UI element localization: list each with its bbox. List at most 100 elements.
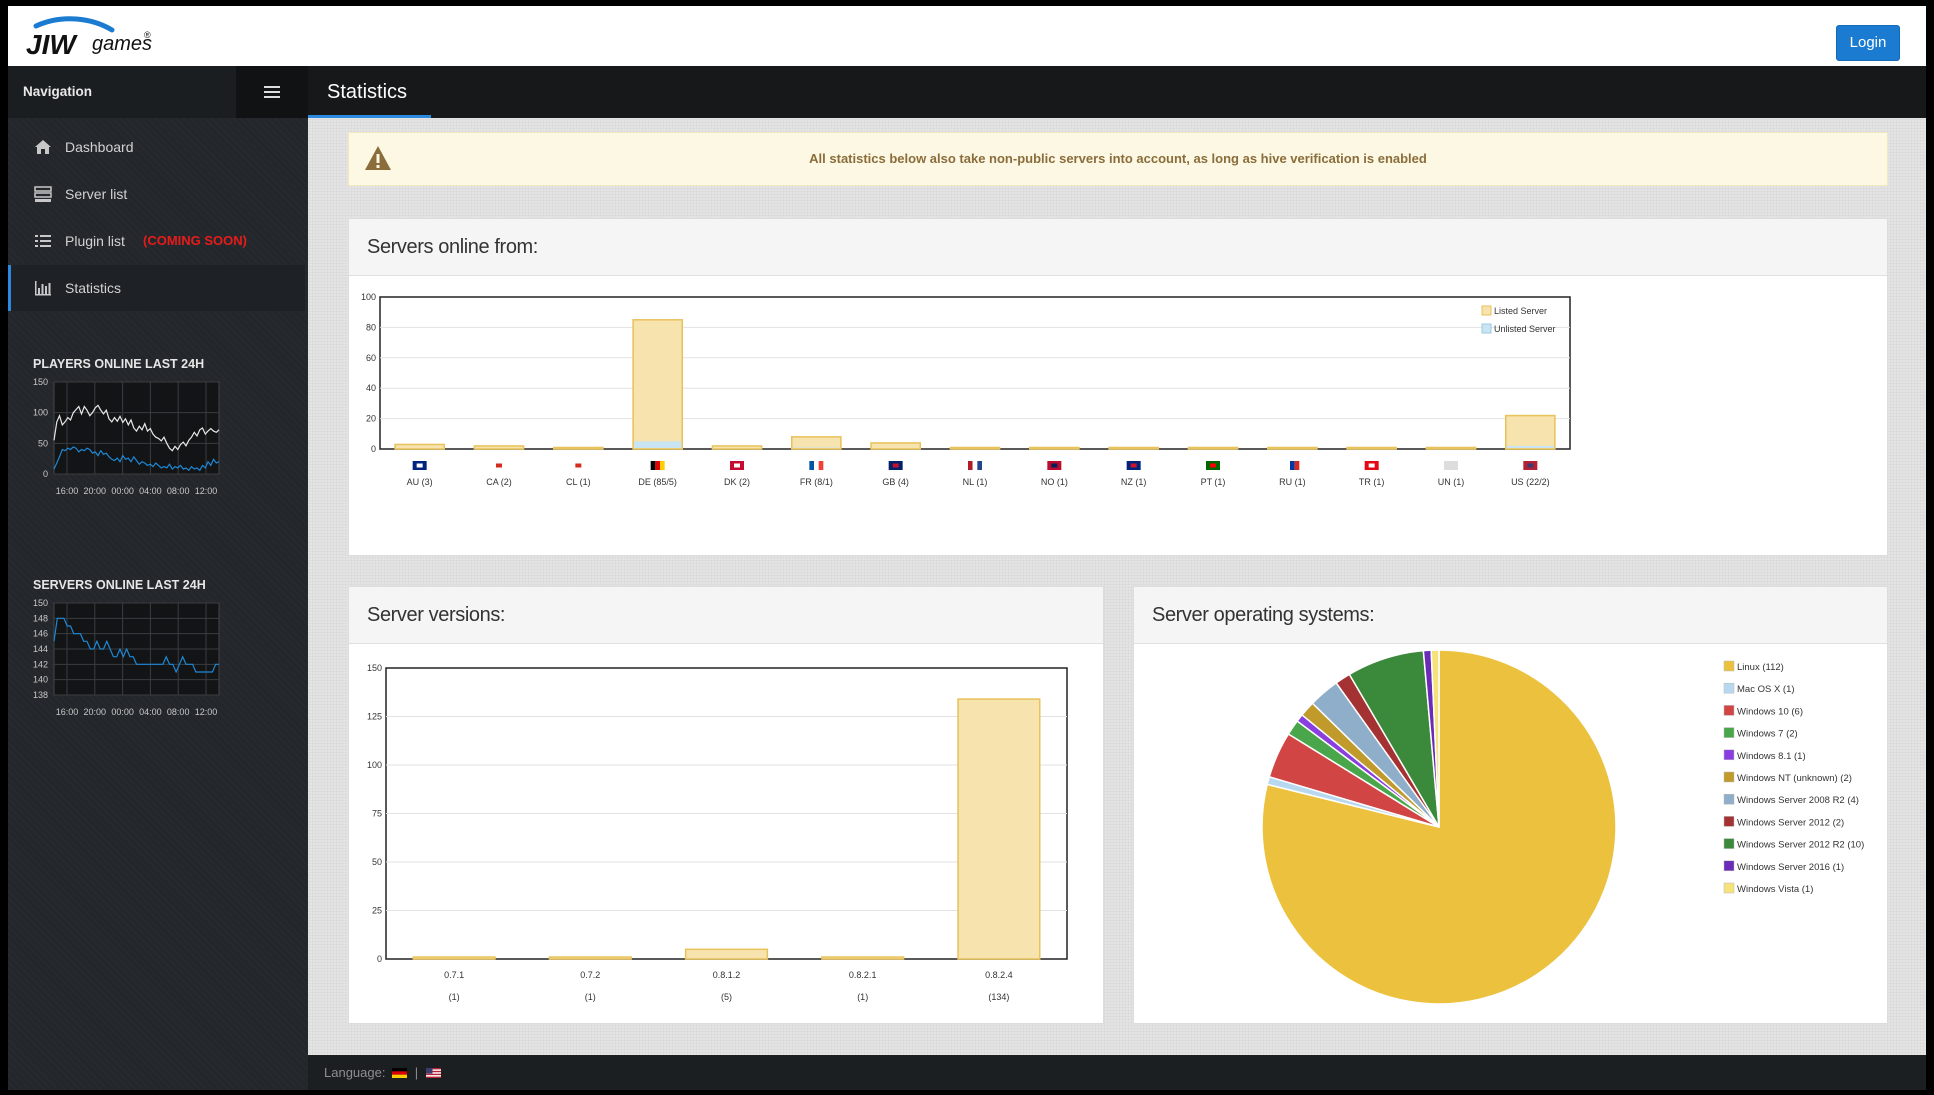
listed-bar — [711, 445, 763, 450]
country-flag-icon — [412, 461, 427, 470]
x-tick-label: 08:00 — [167, 486, 190, 496]
listed-bar — [552, 446, 604, 450]
legend-swatch-listed — [1481, 305, 1492, 316]
svg-text:JIW: JIW — [26, 29, 78, 60]
listed-bar — [790, 436, 842, 450]
country-flag-icon — [650, 461, 665, 470]
servers-online-chart: 150 148 146 144 142 140 138 16:00 20:00 00:00 04:0… — [33, 599, 220, 717]
sidebar-item-plugin-list[interactable]: Plugin list (COMING SOON) — [8, 218, 302, 264]
y-tick-label: 150 — [33, 378, 48, 387]
main-header: Statistics — [308, 66, 1926, 118]
x-tick-label: US (22/2) — [1511, 477, 1550, 487]
sidebar-item-statistics[interactable]: Statistics — [8, 265, 305, 311]
y-tick-label: 100 — [367, 760, 382, 770]
x-tick-label: 0.8.1.2 — [713, 970, 741, 980]
x-tick-label: 0.8.2.1 — [849, 970, 877, 980]
nav-title: Navigation — [23, 84, 93, 99]
sidebar-item-label: Plugin list — [65, 233, 125, 249]
svg-text:®: ® — [144, 30, 151, 40]
legend-label: Windows 10 (6) — [1737, 706, 1803, 717]
x-tick-label: FR (8/1) — [800, 477, 833, 487]
x-tick-label: 16:00 — [56, 707, 79, 717]
x-tick-label: 08:00 — [167, 707, 190, 717]
players-online-heading: PLAYERS ONLINE LAST 24H — [33, 357, 205, 371]
legend-label: Windows Server 2012 (2) — [1737, 817, 1844, 828]
x-tick-label: 16:00 — [56, 486, 79, 496]
x-tick-label: 12:00 — [195, 486, 218, 496]
plot-area — [379, 296, 1571, 450]
svg-text:games: games — [92, 33, 152, 55]
version-bar — [684, 948, 769, 960]
x-tick-label: 00:00 — [111, 707, 134, 717]
sidebar-item-dashboard[interactable]: Dashboard — [8, 124, 302, 170]
flag-emblem — [1210, 463, 1216, 468]
x-tick-label: NZ (1) — [1121, 477, 1147, 487]
menu-toggle-button[interactable] — [236, 66, 308, 118]
y-tick-label: 25 — [372, 906, 382, 916]
info-alert: All statistics below also take non-publi… — [348, 132, 1888, 186]
x-tick-count: (1) — [857, 992, 868, 1002]
x-tick-count: (134) — [988, 992, 1009, 1002]
legend-label: Unlisted Server — [1494, 324, 1556, 334]
panel-header: Servers online from: — [349, 219, 1887, 276]
us-flag-icon[interactable] — [425, 1068, 441, 1078]
y-tick-label: 0 — [377, 954, 382, 964]
legend-swatch — [1723, 860, 1735, 872]
legend-swatch — [1723, 749, 1735, 761]
site-logo[interactable]: JIW games ® — [22, 16, 182, 60]
german-flag-icon[interactable] — [392, 1068, 408, 1078]
pie-slice — [1430, 649, 1440, 828]
legend-label: Windows Vista (1) — [1737, 884, 1813, 895]
legend-swatch — [1723, 705, 1735, 716]
panel-header: Server versions: — [349, 587, 1103, 644]
y-tick-label: 75 — [372, 809, 382, 819]
x-tick-label: TR (1) — [1359, 477, 1385, 487]
sidebar-item-label: Dashboard — [65, 139, 134, 155]
legend-swatch — [1723, 793, 1735, 805]
active-tab-indicator — [308, 115, 431, 118]
legend-swatch — [1723, 838, 1735, 849]
flag-stripe — [1294, 461, 1300, 470]
version-bar — [821, 956, 905, 960]
x-tick-label: UN (1) — [1438, 477, 1465, 487]
language-separator: | — [414, 1065, 419, 1080]
x-tick-count: (5) — [721, 992, 732, 1002]
legend-label: Linux (112) — [1737, 662, 1784, 673]
x-tick-label: 0.8.2.4 — [985, 970, 1013, 980]
y-tick-label: 142 — [33, 659, 48, 669]
legend-swatch — [1723, 816, 1735, 827]
x-tick-label: 04:00 — [139, 707, 162, 717]
x-tick-label: AU (3) — [407, 477, 433, 487]
login-button[interactable]: Login — [1836, 25, 1900, 61]
language-label: Language: — [324, 1065, 386, 1080]
sidebar-item-server-list[interactable]: Server list — [8, 171, 302, 217]
server-icon — [34, 186, 52, 202]
listed-bar — [1346, 446, 1398, 450]
country-flag-icon — [492, 461, 506, 470]
x-tick-label: RU (1) — [1279, 477, 1306, 487]
flag-emblem — [1051, 463, 1058, 468]
y-tick-label: 138 — [33, 690, 48, 700]
sidebar-item-label: Server list — [65, 186, 128, 202]
flag-emblem — [1527, 463, 1534, 468]
versions-panel: Server versions: 0 25 50 75 100 125 150 0.7.1 (1… — [348, 586, 1104, 1024]
legend-swatch — [1723, 727, 1735, 738]
y-tick-label: 148 — [33, 613, 48, 623]
flag-stripe — [655, 461, 660, 470]
x-tick-label: NO (1) — [1041, 477, 1068, 487]
flag-stripe — [977, 461, 982, 470]
x-tick-label: DK (2) — [724, 477, 750, 487]
x-tick-count: (1) — [585, 992, 596, 1002]
countries-panel-title: Servers online from: — [367, 236, 538, 258]
y-tick-label: 125 — [367, 712, 382, 722]
y-tick-label: 0 — [371, 444, 376, 454]
sidebar: Navigation Dashboard Server list Plugin … — [8, 66, 308, 1090]
legend-swatch — [1723, 882, 1735, 894]
version-bar — [548, 956, 632, 960]
x-tick-count: (1) — [449, 992, 460, 1002]
legend-label: Windows NT (unknown) (2) — [1737, 773, 1852, 784]
y-tick-label: 50 — [38, 438, 48, 448]
y-tick-label: 140 — [33, 675, 48, 685]
servers-online-heading: SERVERS ONLINE LAST 24H — [33, 578, 206, 592]
players-online-chart: 150 100 50 0 16:00 20:00 00:00 04:00 08:00 12:00 — [33, 378, 220, 496]
